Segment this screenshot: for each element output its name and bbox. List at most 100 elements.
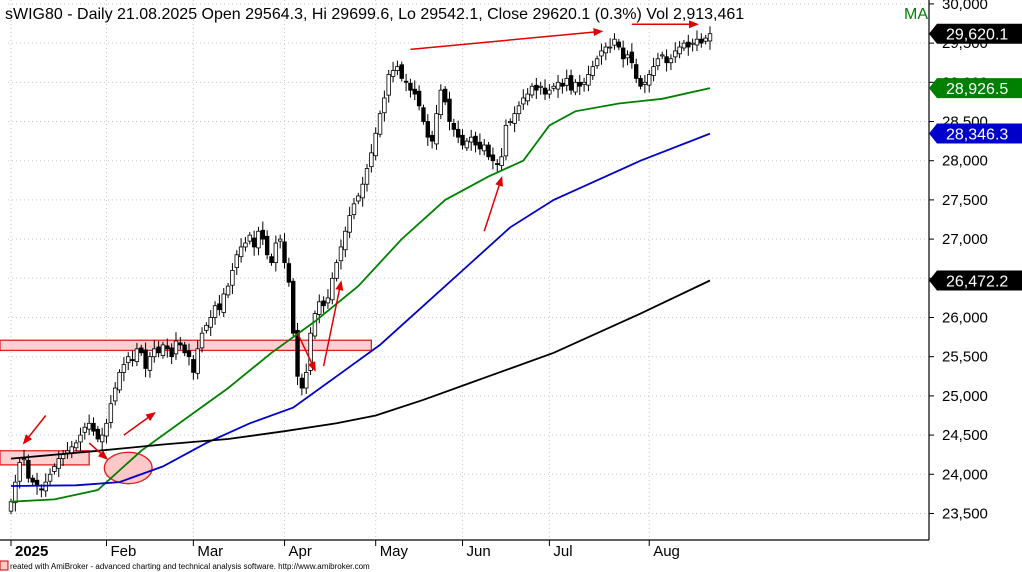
candle-body-up bbox=[199, 332, 205, 349]
candle-body-up bbox=[525, 93, 530, 102]
candle bbox=[382, 90, 387, 122]
candle-body-up bbox=[673, 50, 678, 58]
annotation-arrow bbox=[88, 442, 109, 460]
candle-body-up bbox=[521, 97, 526, 105]
candle-body-down bbox=[191, 359, 196, 373]
candle-body-up bbox=[195, 348, 200, 374]
candle-body-up bbox=[338, 246, 344, 262]
candle-body-up bbox=[438, 89, 444, 116]
candle-body-up bbox=[364, 168, 370, 185]
candle-body-up bbox=[703, 37, 708, 42]
candle bbox=[330, 272, 335, 305]
candle-body-up bbox=[538, 85, 543, 88]
candle-body-down bbox=[26, 460, 31, 479]
candle-body-down bbox=[620, 47, 626, 60]
candle-body-up bbox=[117, 371, 122, 391]
candle bbox=[633, 58, 639, 83]
candle bbox=[594, 55, 600, 69]
candle bbox=[577, 74, 582, 96]
candle-body-down bbox=[178, 342, 183, 346]
x-tick-label: May bbox=[380, 543, 409, 560]
candle bbox=[490, 147, 496, 170]
candle-body-down bbox=[686, 41, 691, 48]
candle-body-down bbox=[495, 163, 500, 166]
candle bbox=[499, 148, 504, 172]
candle bbox=[351, 197, 357, 220]
candle-body-down bbox=[39, 488, 44, 491]
candle bbox=[334, 259, 339, 282]
candle bbox=[143, 342, 148, 378]
candle bbox=[299, 373, 305, 396]
y-tick-label: 24,500 bbox=[942, 427, 988, 444]
moving-average-line-2 bbox=[10, 279, 711, 460]
candle-body-up bbox=[212, 305, 218, 318]
candle bbox=[599, 43, 604, 65]
candle bbox=[390, 61, 396, 83]
candle-body-down bbox=[295, 329, 300, 377]
annotation-arrow bbox=[322, 280, 344, 367]
candle bbox=[99, 427, 105, 451]
candle-body-up bbox=[469, 136, 474, 143]
candle-body-up bbox=[243, 242, 248, 248]
candle bbox=[681, 39, 687, 52]
candle bbox=[134, 342, 140, 367]
candle-body-up bbox=[508, 121, 513, 124]
x-tick-label: Apr bbox=[289, 543, 312, 560]
candle bbox=[660, 51, 665, 60]
candle bbox=[612, 33, 617, 50]
candle-body-up bbox=[108, 403, 114, 423]
candle-body-down bbox=[486, 144, 491, 158]
ma-value-tag-0-bg bbox=[929, 78, 1022, 99]
candle bbox=[707, 26, 713, 50]
candle bbox=[421, 104, 426, 125]
candle-body-up bbox=[690, 42, 695, 45]
candle-body-up bbox=[603, 46, 609, 54]
candle-body-down bbox=[282, 241, 287, 264]
annotation-arrow bbox=[123, 411, 156, 436]
candle-body-down bbox=[95, 428, 101, 440]
candle bbox=[564, 69, 569, 92]
candle bbox=[642, 74, 648, 94]
candle bbox=[178, 336, 183, 350]
y-tick-label: 27,000 bbox=[942, 231, 988, 248]
candle bbox=[251, 230, 257, 256]
candle-body-up bbox=[238, 246, 244, 258]
candle-body-down bbox=[130, 359, 135, 362]
candle-body-up bbox=[234, 254, 239, 269]
candle bbox=[690, 38, 695, 52]
candle bbox=[321, 296, 326, 314]
highlight-ellipse bbox=[103, 451, 153, 485]
moving-average-line-0 bbox=[10, 87, 711, 503]
candle-body-down bbox=[264, 235, 270, 256]
candle bbox=[369, 144, 374, 173]
y-axis: 23,50024,00024,50025,00025,50026,00026,5… bbox=[929, 0, 1022, 522]
y-tick-label: 28,000 bbox=[942, 153, 988, 170]
candle bbox=[403, 73, 409, 92]
candle-body-down bbox=[291, 280, 296, 334]
candle bbox=[256, 226, 261, 256]
candle-body-up bbox=[390, 70, 396, 77]
candle-body-up bbox=[647, 74, 652, 86]
candle bbox=[412, 80, 417, 101]
candle bbox=[555, 74, 561, 98]
candle bbox=[199, 327, 205, 353]
candle-body-down bbox=[403, 80, 409, 83]
candle-body-down bbox=[299, 377, 305, 389]
candle bbox=[703, 34, 708, 45]
candle-body-down bbox=[477, 141, 483, 150]
candle bbox=[104, 418, 109, 444]
candle bbox=[503, 119, 509, 161]
candle bbox=[512, 106, 517, 133]
candle-body-up bbox=[8, 501, 14, 512]
ma-value-tag-1: 28,346.3 bbox=[929, 123, 1022, 144]
candle-body-down bbox=[251, 237, 257, 248]
candle bbox=[538, 81, 543, 95]
candle bbox=[655, 52, 661, 71]
candle bbox=[212, 301, 218, 325]
candle-body-up bbox=[343, 230, 348, 251]
candle bbox=[165, 338, 170, 358]
candle bbox=[156, 341, 161, 358]
candle bbox=[173, 332, 179, 360]
candle bbox=[195, 340, 200, 380]
candle-body-up bbox=[134, 348, 140, 362]
